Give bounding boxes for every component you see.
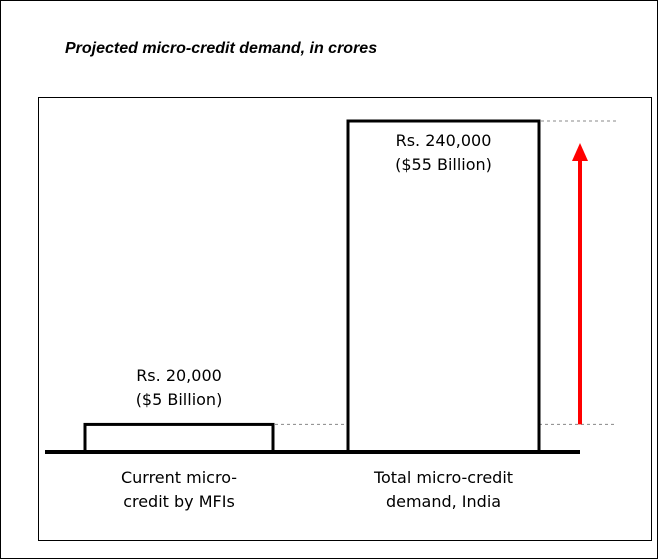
value-label: Rs. 20,000 xyxy=(136,366,222,386)
plot-frame xyxy=(38,97,652,541)
bar xyxy=(346,119,541,454)
x-tick-label: Current micro-credit by MFIs xyxy=(120,468,238,511)
value-sublabel: ($5 Billion) xyxy=(135,390,223,410)
bar xyxy=(83,422,275,454)
growth-arrowhead xyxy=(572,143,588,161)
value-label: Rs. 240,000 xyxy=(395,131,492,150)
x-tick-label: Total micro-credit demand, India xyxy=(373,468,514,511)
value-sublabel: ($55 Billion) xyxy=(395,155,492,174)
chart-title: Projected micro-credit demand, in crores xyxy=(65,40,378,57)
